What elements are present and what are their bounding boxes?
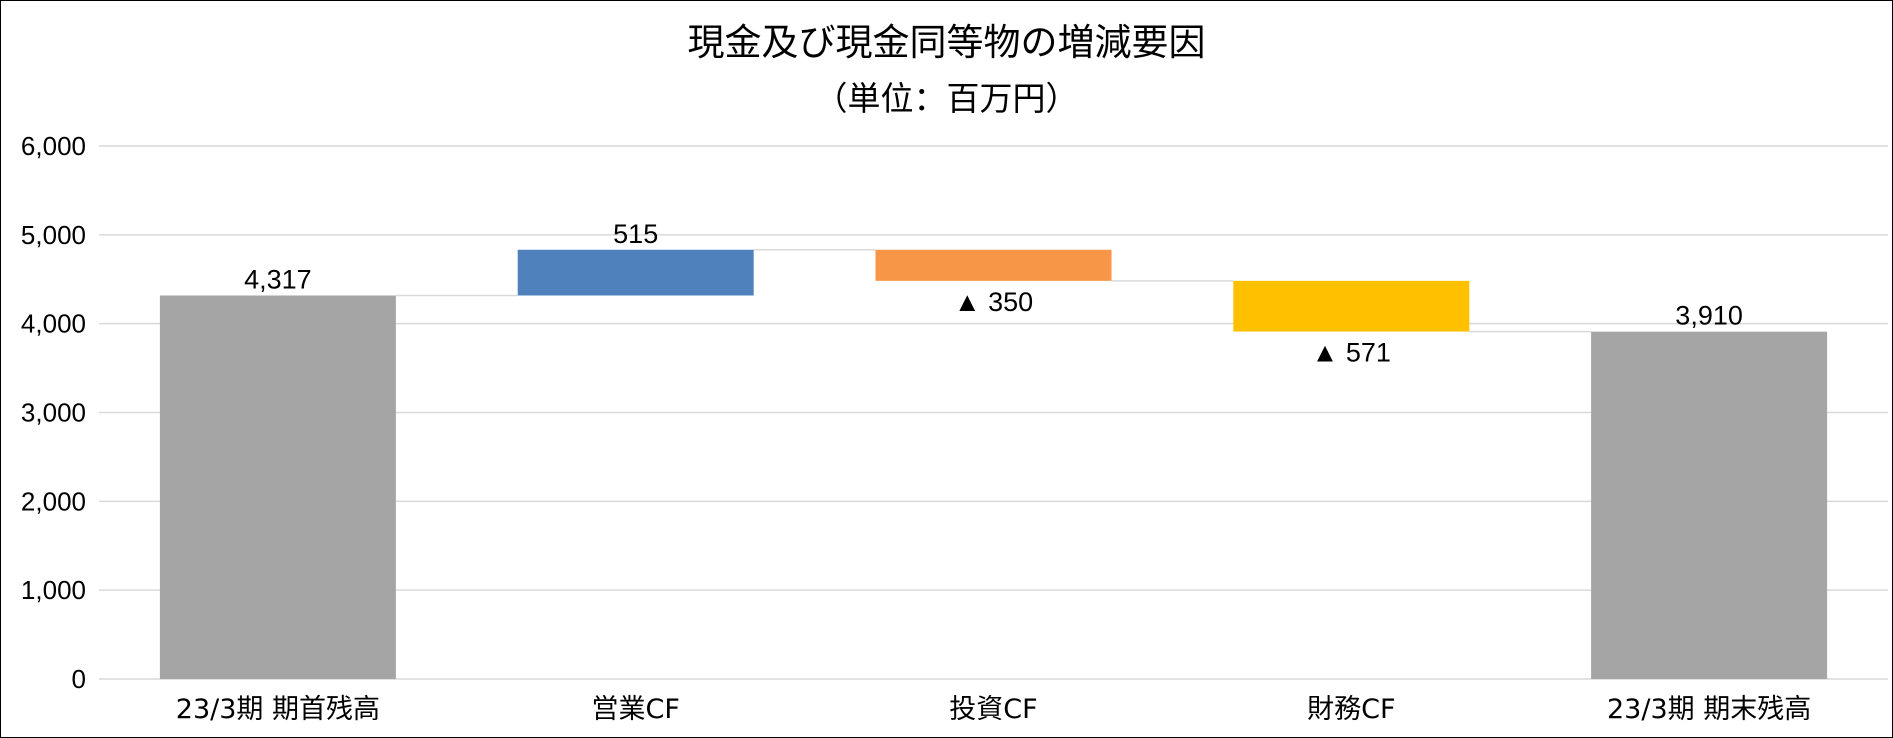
data-label: 3,910 (1675, 301, 1743, 331)
bar (1591, 331, 1828, 679)
y-tick-label: 2,000 (21, 486, 86, 516)
x-category-label: 営業CF (592, 694, 680, 725)
y-tick-label: 4,000 (21, 309, 86, 339)
data-label: ▲ 350 (954, 287, 1033, 317)
data-label: 4,317 (244, 265, 312, 295)
y-tick-label: 5,000 (21, 220, 86, 250)
y-tick-label: 0 (72, 664, 86, 694)
bar (159, 295, 396, 679)
bar (1233, 280, 1470, 332)
x-category-label: 財務CF (1307, 694, 1395, 725)
y-tick-label: 6,000 (21, 131, 86, 161)
x-category-label: 投資CF (949, 694, 1037, 725)
data-label: 515 (613, 219, 658, 249)
chart-subtitle: （単位：百万円） (814, 79, 1079, 118)
x-category-label: 23/3期 期末残高 (1607, 694, 1811, 725)
data-label: ▲ 571 (1312, 338, 1391, 368)
bar (875, 249, 1112, 281)
chart-title: 現金及び現金同等物の増減要因 (687, 21, 1206, 64)
y-tick-label: 3,000 (21, 398, 86, 428)
bar (517, 249, 754, 296)
y-tick-label: 1,000 (21, 575, 86, 605)
x-category-label: 23/3期 期首残高 (176, 694, 380, 725)
